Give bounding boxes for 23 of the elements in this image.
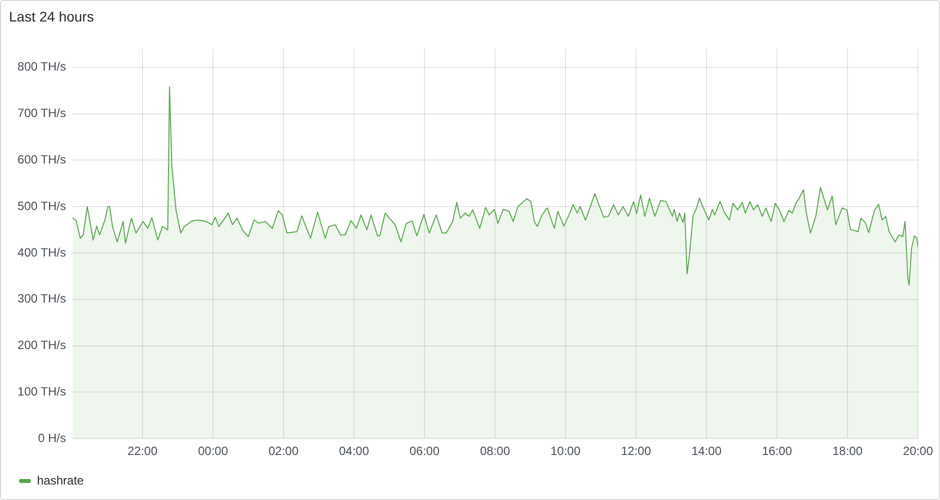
y-tick-label: 500 TH/s — [18, 198, 66, 213]
y-tick-label: 0 H/s — [38, 430, 66, 445]
x-tick-label: 06:00 — [409, 444, 440, 458]
y-tick-label: 300 TH/s — [18, 292, 66, 306]
x-tick-label: 04:00 — [338, 444, 370, 458]
x-tick-label: 08:00 — [480, 444, 510, 458]
y-tick-label: 400 TH/s — [18, 245, 66, 260]
y-tick-label: 600 TH/s — [18, 152, 66, 166]
x-tick-label: 10:00 — [550, 444, 581, 458]
x-tick-label: 12:00 — [620, 444, 652, 458]
y-tick-label: 800 TH/s — [18, 60, 66, 74]
y-tick-label: 700 TH/s — [18, 106, 66, 120]
y-tick-label: 100 TH/s — [18, 384, 66, 399]
y-tick-label: 200 TH/s — [18, 338, 66, 352]
x-tick-label: 14:00 — [691, 444, 722, 458]
x-tick-label: 20:00 — [902, 444, 934, 458]
x-tick-label: 22:00 — [127, 444, 158, 458]
x-tick-label: 18:00 — [832, 444, 863, 458]
x-tick-label: 16:00 — [762, 444, 792, 458]
x-tick-label: 02:00 — [268, 444, 299, 458]
legend-label: hashrate — [37, 473, 84, 488]
x-tick-label: 00:00 — [198, 444, 228, 458]
chart-title: Last 24 hours — [9, 8, 94, 24]
